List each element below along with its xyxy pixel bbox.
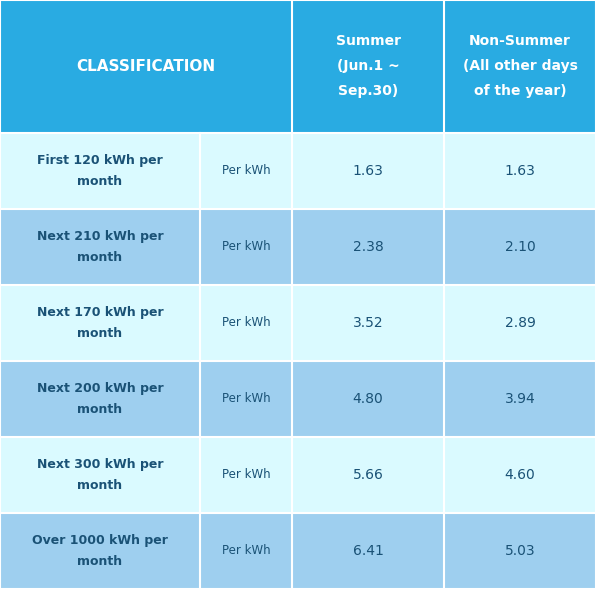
Text: First 120 kWh per
month: First 120 kWh per month (37, 154, 163, 187)
Text: 3.94: 3.94 (505, 392, 535, 406)
Text: Over 1000 kWh per
month: Over 1000 kWh per month (32, 534, 167, 568)
Bar (0, 0, 596, 133)
Bar (0, 513, 596, 589)
Bar (0, 437, 596, 513)
Text: Next 170 kWh per
month: Next 170 kWh per month (36, 306, 163, 340)
Text: Per kWh: Per kWh (222, 544, 270, 557)
Text: Next 200 kWh per
month: Next 200 kWh per month (36, 382, 163, 416)
Text: 1.63: 1.63 (505, 164, 535, 177)
Text: Per kWh: Per kWh (222, 468, 270, 481)
Text: Summer
(Jun.1 ~
Sep.30): Summer (Jun.1 ~ Sep.30) (336, 34, 401, 98)
Text: 4.80: 4.80 (353, 392, 383, 406)
Text: 1.63: 1.63 (353, 164, 383, 177)
Bar (0, 284, 596, 360)
Text: 5.03: 5.03 (505, 544, 535, 558)
Text: 4.60: 4.60 (505, 468, 535, 482)
Text: Per kWh: Per kWh (222, 240, 270, 253)
Text: Per kWh: Per kWh (222, 392, 270, 405)
Text: 5.66: 5.66 (353, 468, 383, 482)
Text: Next 300 kWh per
month: Next 300 kWh per month (36, 458, 163, 492)
Text: Per kWh: Per kWh (222, 316, 270, 329)
Text: 3.52: 3.52 (353, 316, 383, 330)
Text: 2.10: 2.10 (505, 240, 535, 254)
Text: 6.41: 6.41 (353, 544, 383, 558)
Text: Per kWh: Per kWh (222, 164, 270, 177)
Text: 2.89: 2.89 (505, 316, 535, 330)
Bar (0, 209, 596, 284)
Text: Non-Summer
(All other days
of the year): Non-Summer (All other days of the year) (462, 34, 578, 98)
Text: 2.38: 2.38 (353, 240, 383, 254)
Bar (0, 133, 596, 209)
Text: CLASSIFICATION: CLASSIFICATION (76, 59, 216, 74)
Bar (0, 360, 596, 437)
Text: Next 210 kWh per
month: Next 210 kWh per month (36, 230, 163, 264)
